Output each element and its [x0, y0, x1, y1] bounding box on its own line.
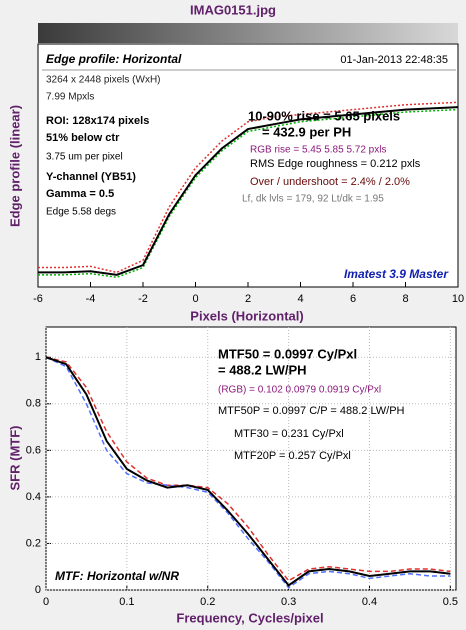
- y-tick-label: 0.4: [26, 491, 41, 503]
- x-tick-label: 0.1: [119, 596, 134, 608]
- annotation: Edge profile: Horizontal: [46, 52, 182, 66]
- annotation: Lf, dk lvls = 179, 92 Lt/dk = 1.95: [242, 194, 384, 205]
- plot-area: [37, 43, 459, 288]
- x-tick-label: 0.5: [443, 596, 458, 608]
- annotation: Y-channel (YB51): [46, 171, 136, 183]
- annotation: Edge 5.58 degs: [46, 207, 116, 218]
- annotation: 01-Jan-2013 22:48:35: [340, 54, 448, 66]
- x-tick-label: 6: [350, 293, 356, 305]
- y-tick-label: 1: [35, 351, 41, 363]
- x-tick-label: -4: [86, 293, 96, 305]
- y-tick-label: 0: [35, 584, 41, 596]
- y-tick-label: 0.8: [26, 398, 41, 410]
- x-tick-label: 0.3: [281, 596, 296, 608]
- x-tick-label: 0: [43, 596, 49, 608]
- annotation: MTF20P = 0.257 Cy/Pxl: [234, 450, 351, 462]
- x-tick-label: 4: [297, 293, 303, 305]
- annotation: MTF50P = 0.0997 C/P = 488.2 LW/PH: [218, 405, 405, 417]
- data-line: [38, 101, 459, 274]
- x-tick-label: -2: [138, 293, 148, 305]
- y-tick-label: 0.6: [26, 444, 41, 456]
- plot-area: [45, 326, 457, 591]
- annotation: MTF30 = 0.231 Cy/Pxl: [234, 428, 344, 440]
- x-tick-label: 0: [192, 293, 198, 305]
- data-line: [38, 106, 459, 276]
- annotation: MTF: Horizontal w/NR: [55, 569, 179, 583]
- y-tick-label: 0.2: [26, 537, 41, 549]
- annotation: RGB rise = 5.45 5.85 5.72 pxls: [250, 145, 386, 156]
- x-axis-label: Pixels (Horizontal): [190, 308, 303, 323]
- data-line: [45, 356, 451, 589]
- x-tick-label: 0.2: [200, 596, 215, 608]
- annotation: ROI: 128x174 pixels: [46, 115, 149, 127]
- annotation: 3264 x 2448 pixels (WxH): [46, 75, 161, 86]
- y-axis-label: Edge profile (linear): [7, 105, 22, 227]
- x-tick-label: -6: [33, 293, 43, 305]
- annotation: Imatest 3.9 Master: [344, 267, 449, 281]
- data-line: [45, 356, 451, 582]
- chart-title: IMAG0151.jpg: [190, 2, 276, 17]
- annotation: Gamma = 0.5: [46, 188, 114, 200]
- x-axis-label: Frequency, Cycles/pixel: [176, 610, 323, 625]
- x-tick-label: 8: [402, 293, 408, 305]
- annotation: MTF50 = 0.0997 Cy/Pxl: [218, 346, 357, 361]
- annotation: 3.75 um per pixel: [46, 152, 123, 163]
- gray-ramp: [38, 23, 458, 43]
- annotation: 7.99 Mpxls: [46, 92, 94, 103]
- y-axis-label: SFR (MTF): [7, 426, 22, 491]
- annotation: Over / undershoot = 2.4% / 2.0%: [250, 176, 410, 188]
- x-tick-label: 0.4: [362, 596, 377, 608]
- annotation: = 432.9 per PH: [262, 124, 351, 139]
- x-tick-label: 10: [452, 293, 464, 305]
- data-line: [45, 356, 451, 587]
- x-tick-label: 2: [245, 293, 251, 305]
- annotation: (RGB) = 0.102 0.0979 0.0919 Cy/Pxl: [218, 385, 381, 396]
- annotation: 51% below ctr: [46, 132, 120, 144]
- annotation: = 488.2 LW/PH: [218, 362, 307, 377]
- annotation: RMS Edge roughness = 0.212 pxls: [250, 158, 421, 170]
- annotation: 10-90% rise = 5.65 pixels: [248, 108, 400, 123]
- data-line: [38, 108, 459, 279]
